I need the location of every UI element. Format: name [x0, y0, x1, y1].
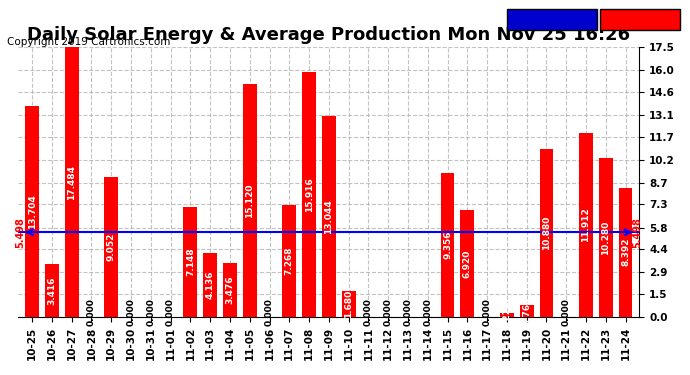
- Text: 6.920: 6.920: [463, 249, 472, 278]
- Bar: [65, 48, 79, 317]
- Text: 10.280: 10.280: [601, 220, 610, 255]
- Text: 5.498: 5.498: [15, 217, 26, 248]
- Text: 9.052: 9.052: [107, 233, 116, 261]
- Text: 9.356: 9.356: [443, 231, 452, 259]
- Text: 0.000: 0.000: [562, 298, 571, 326]
- Bar: [282, 205, 296, 317]
- Text: 0.224: 0.224: [502, 301, 511, 329]
- Text: 0.000: 0.000: [364, 298, 373, 326]
- Bar: [520, 305, 533, 317]
- Bar: [460, 210, 474, 317]
- Text: 15.120: 15.120: [245, 183, 254, 218]
- Bar: [45, 264, 59, 317]
- Text: 7.148: 7.148: [186, 248, 195, 276]
- Bar: [441, 173, 455, 317]
- Text: 15.916: 15.916: [304, 177, 313, 212]
- Text: 0.000: 0.000: [423, 298, 432, 326]
- Text: 13.044: 13.044: [324, 199, 333, 234]
- Bar: [26, 106, 39, 317]
- Bar: [599, 159, 613, 317]
- Text: Average  (kWh): Average (kWh): [509, 15, 595, 25]
- Bar: [579, 134, 593, 317]
- Bar: [184, 207, 197, 317]
- Text: 13.704: 13.704: [28, 194, 37, 229]
- Title: Daily Solar Energy & Average Production Mon Nov 25 16:26: Daily Solar Energy & Average Production …: [28, 26, 631, 44]
- Bar: [104, 177, 118, 317]
- Text: 0.000: 0.000: [482, 298, 491, 326]
- Bar: [243, 84, 257, 317]
- Text: 0.000: 0.000: [265, 298, 274, 326]
- Bar: [342, 291, 355, 317]
- Text: 8.392: 8.392: [621, 238, 630, 267]
- Bar: [540, 149, 553, 317]
- Bar: [223, 263, 237, 317]
- Text: 3.416: 3.416: [48, 276, 57, 305]
- Text: Daily  (kWh): Daily (kWh): [606, 15, 674, 25]
- Text: Copyright 2019 Cartronics.com: Copyright 2019 Cartronics.com: [7, 37, 170, 47]
- Text: 0.000: 0.000: [146, 298, 155, 326]
- Text: 10.880: 10.880: [542, 216, 551, 250]
- Bar: [500, 314, 514, 317]
- Text: 0.000: 0.000: [404, 298, 413, 326]
- Text: 0.760: 0.760: [522, 297, 531, 325]
- Text: 0.000: 0.000: [384, 298, 393, 326]
- Text: 5.498: 5.498: [633, 217, 642, 248]
- Bar: [322, 116, 336, 317]
- Text: 1.680: 1.680: [344, 290, 353, 318]
- Text: 3.476: 3.476: [226, 276, 235, 304]
- Text: 7.268: 7.268: [285, 247, 294, 275]
- Text: 4.136: 4.136: [206, 271, 215, 299]
- Text: 17.484: 17.484: [67, 165, 76, 200]
- Bar: [619, 188, 633, 317]
- Bar: [204, 253, 217, 317]
- Bar: [302, 72, 316, 317]
- Text: 11.912: 11.912: [582, 208, 591, 243]
- Text: 0.000: 0.000: [166, 298, 175, 326]
- Text: 0.000: 0.000: [87, 298, 96, 326]
- Text: 0.000: 0.000: [126, 298, 135, 326]
